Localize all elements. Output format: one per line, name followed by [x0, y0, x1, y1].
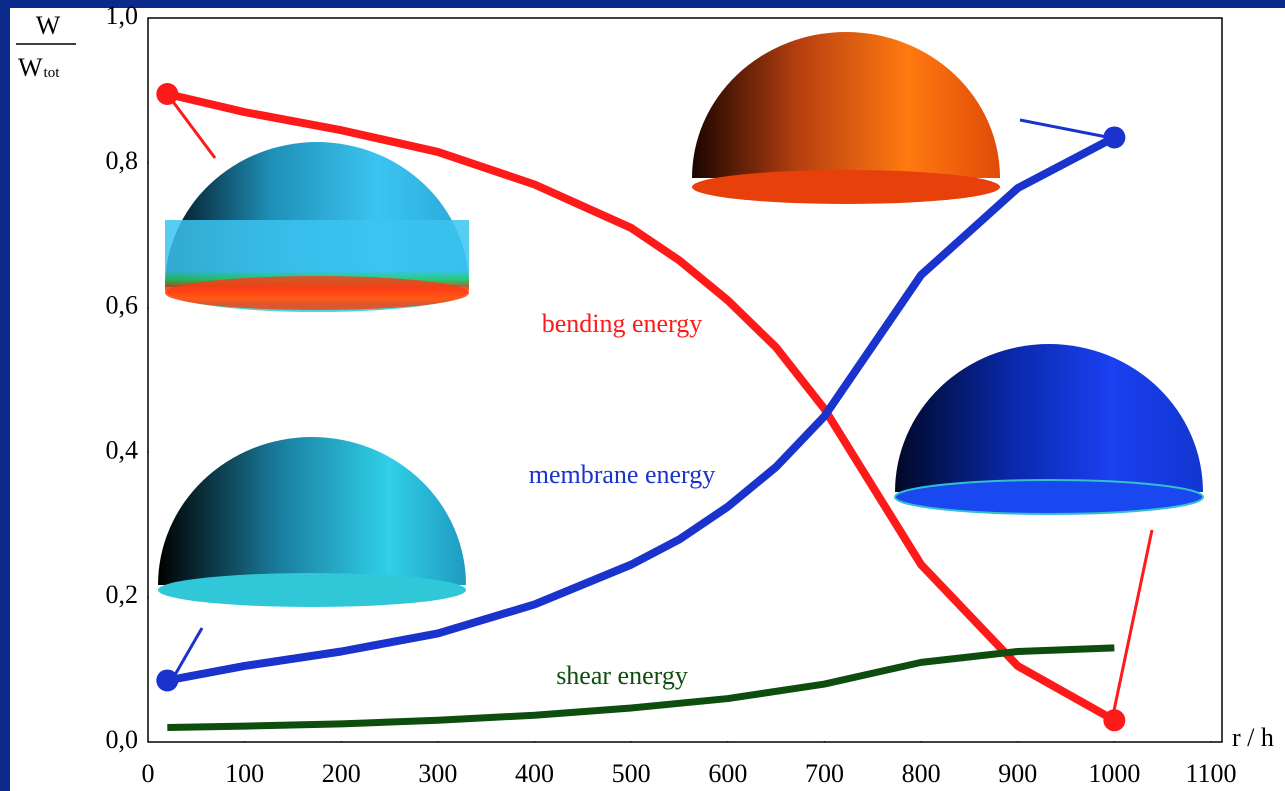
x-tick-label: 800 [902, 759, 941, 788]
x-tick-label: 700 [805, 759, 844, 788]
chart: W Wtot r / h 0,0 0,2 0,4 0,6 0,8 1,0 0 100 200 30… [0, 0, 1285, 791]
x-tick-label: 900 [998, 759, 1037, 788]
y-tick-label: 0,8 [106, 146, 139, 175]
x-tick-label: 400 [515, 759, 554, 788]
y-tick-label: 0,0 [106, 725, 139, 754]
x-tick-label: 600 [708, 759, 747, 788]
y-tick-label: 0,2 [106, 580, 139, 609]
series-label: bending energy [542, 309, 703, 338]
end-marker [1103, 126, 1125, 148]
y-tick-label: 0,6 [106, 291, 139, 320]
x-tick-label: 1100 [1185, 759, 1236, 788]
series-label: membrane energy [529, 460, 716, 489]
x-tick-label: 500 [612, 759, 651, 788]
y-label-numerator: W [36, 11, 61, 40]
series-label: shear energy [556, 661, 688, 690]
end-marker [156, 669, 178, 691]
y-tick-label: 0,4 [106, 435, 139, 464]
end-marker [156, 83, 178, 105]
y-label-denominator-main: W [18, 53, 43, 82]
page: W Wtot r / h 0,0 0,2 0,4 0,6 0,8 1,0 0 100 200 30… [0, 0, 1285, 791]
end-marker [1103, 709, 1125, 731]
x-tick-label: 200 [322, 759, 361, 788]
x-label: r / h [1232, 723, 1274, 752]
x-tick-label: 1000 [1088, 759, 1140, 788]
x-tick-label: 0 [142, 759, 155, 788]
y-tick-label: 1,0 [106, 1, 139, 30]
x-tick-label: 300 [418, 759, 457, 788]
x-tick-label: 100 [225, 759, 264, 788]
y-label-subscript: tot [44, 65, 61, 81]
